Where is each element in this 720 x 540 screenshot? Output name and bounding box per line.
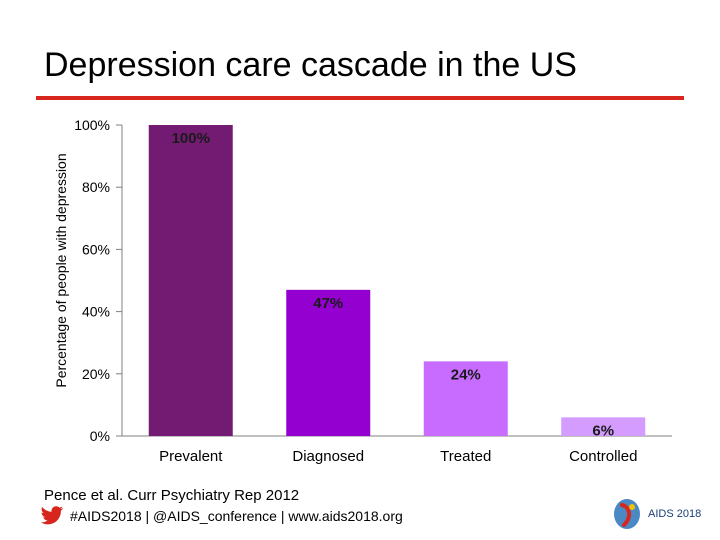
y-tick-label: 60% [82,241,110,257]
bar-treated [423,361,508,436]
x-tick-label: Diagnosed [292,448,364,465]
bar-chart: 0% 20% 40% 60% 80% 100% Percentage of people w… [53,117,672,465]
data-label: 6% [592,422,614,439]
title-underline [36,96,684,100]
aids2018-logo: AIDS 2018 [612,497,701,531]
y-tick-label: 100% [74,117,110,133]
twitter-bird-icon [40,506,64,525]
y-tick-label: 0% [90,428,110,444]
x-tick-label: Treated [440,448,491,465]
y-tick-label: 80% [82,179,110,195]
citation: Pence et al. Curr Psychiatry Rep 2012 [44,487,300,504]
bar-diagnosed [286,289,371,436]
aids2018-logo-mark-icon [614,499,640,529]
footer-text: #AIDS2018 | @AIDS_conference | www.aids2… [70,508,403,524]
x-tick-label: Prevalent [159,448,223,465]
aids2018-logo-text: AIDS 2018 [648,508,702,520]
footer: #AIDS2018 | @AIDS_conference | www.aids2… [40,505,403,527]
y-tick-label: 40% [82,304,110,320]
slide-title: Depression care cascade in the US [44,46,577,84]
bar-prevalent [148,125,233,436]
data-label: 47% [313,295,343,312]
y-axis-label: Percentage of people with depression [53,153,69,387]
data-label: 100% [172,130,210,147]
data-label: 24% [451,366,481,383]
x-tick-label: Controlled [569,448,637,465]
bar-controlled [561,417,646,436]
y-tick-label: 20% [82,366,110,382]
